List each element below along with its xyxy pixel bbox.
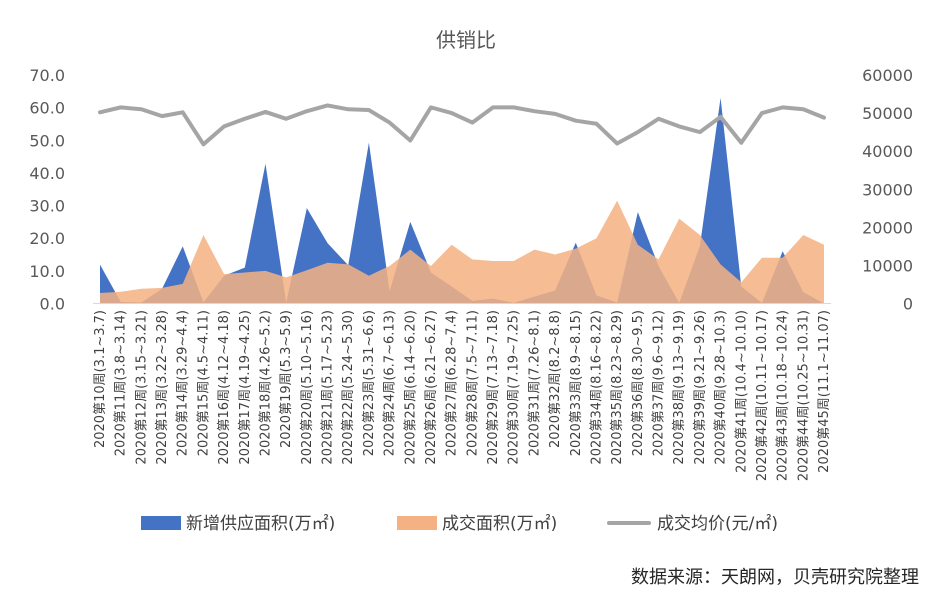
right-tick-label: 30000 xyxy=(862,180,913,199)
x-tick-label: 2020第36周(8.30~9.5) xyxy=(631,310,646,456)
legend-swatch-supply xyxy=(141,516,181,530)
left-tick-label: 10.0 xyxy=(29,262,65,281)
x-tick-label: 2020第26周(6.21~6.27) xyxy=(424,310,439,465)
right-tick-label: 50000 xyxy=(862,104,913,123)
x-tick-label: 2020第19周(5.3~5.9) xyxy=(279,310,294,448)
x-tick-label: 2020第40周(9.28~10.3) xyxy=(714,310,729,465)
x-tick-label: 2020第11周(3.8~3.14) xyxy=(114,310,129,456)
x-tick-label: 2020第23周(5.31~6.6) xyxy=(362,310,377,456)
x-tick-label: 2020第22周(5.24~5.30) xyxy=(341,310,356,465)
x-tick-label: 2020第43周(10.18~10.24) xyxy=(776,310,791,481)
x-tick-label: 2020第45周(11.1~11.07) xyxy=(817,310,832,473)
x-axis-ticks: 2020第10周(3.1~3.7) 2020第11周(3.8~3.14) 2020第… xyxy=(93,310,832,481)
x-tick-label: 2020第35周(8.23~8.29) xyxy=(610,310,625,465)
price-line xyxy=(98,103,826,147)
x-tick-label: 2020第32周(8.2~8.8) xyxy=(548,310,563,448)
x-tick-label: 2020第24周(6.7~6.13) xyxy=(383,310,398,456)
left-tick-label: 30.0 xyxy=(29,197,65,216)
legend-label-supply: 新增供应面积(万㎡) xyxy=(186,514,335,534)
sales-area xyxy=(100,200,824,304)
x-tick-label: 2020第29周(7.13~7.18) xyxy=(486,310,501,465)
x-tick-label: 2020第14周(3.29~4.4) xyxy=(176,310,191,456)
x-tick-label: 2020第25周(6.14~6.20) xyxy=(403,310,418,465)
left-axis-ticks: 0.0 10.0 20.0 30.0 40.0 50.0 60.0 70.0 xyxy=(29,66,65,314)
x-tick-label: 2020第16周(4.12~4.18) xyxy=(217,310,232,465)
legend-swatch-sales xyxy=(397,516,437,530)
x-tick-label: 2020第12周(3.15~3.21) xyxy=(134,310,149,465)
x-tick-label: 2020第17周(4.19~4.25) xyxy=(238,310,253,465)
x-tick-label: 2020第41周(10.4~10.10) xyxy=(734,310,749,473)
x-tick-label: 2020第10周(3.1~3.7) xyxy=(93,310,108,448)
left-tick-label: 20.0 xyxy=(29,229,65,248)
x-tick-label: 2020第39周(9.21~9.26) xyxy=(693,310,708,465)
legend-item-sales: 成交面积(万㎡) xyxy=(397,514,557,534)
x-tick-label: 2020第44周(10.25~10.31) xyxy=(796,310,811,481)
chart-title: 供销比 xyxy=(436,28,496,52)
x-tick-label: 2020第13周(3.22~3.28) xyxy=(155,310,170,465)
x-tick-label: 2020第30周(7.19~7.25) xyxy=(507,310,522,465)
right-tick-label: 10000 xyxy=(862,256,913,275)
right-tick-label: 60000 xyxy=(862,66,913,85)
legend-label-price: 成交均价(元/㎡) xyxy=(657,514,778,534)
x-tick-label: 2020第31周(7.26~8.1) xyxy=(527,310,542,456)
right-tick-label: 0 xyxy=(903,295,913,314)
right-tick-label: 20000 xyxy=(862,218,913,237)
x-tick-label: 2020第42周(10.11~10.17) xyxy=(755,310,770,481)
legend-item-supply: 新增供应面积(万㎡) xyxy=(141,514,335,534)
x-tick-label: 2020第21周(5.17~5.23) xyxy=(321,310,336,465)
left-tick-label: 0.0 xyxy=(40,295,65,314)
x-tick-label: 2020第18周(4.26~5.2) xyxy=(259,310,274,456)
right-tick-label: 40000 xyxy=(862,142,913,161)
legend-item-price: 成交均价(元/㎡) xyxy=(607,514,778,534)
legend: 新增供应面积(万㎡) 成交面积(万㎡) 成交均价(元/㎡) xyxy=(141,514,778,534)
left-tick-label: 70.0 xyxy=(29,66,65,85)
left-tick-label: 40.0 xyxy=(29,164,65,183)
x-tick-label: 2020第28周(7.5~7.11) xyxy=(465,310,480,456)
source-note: 数据来源：天朗网，贝壳研究院整理 xyxy=(631,567,919,588)
right-axis-ticks: 0 10000 20000 30000 40000 50000 60000 xyxy=(862,66,913,314)
legend-label-sales: 成交面积(万㎡) xyxy=(442,514,557,534)
x-tick-label: 2020第20周(5.10~5.16) xyxy=(300,310,315,465)
left-tick-label: 50.0 xyxy=(29,131,65,150)
plot-area xyxy=(98,97,826,304)
x-tick-label: 2020第27周(6.28~7.4) xyxy=(445,310,460,456)
x-tick-label: 2020第38周(9.13~9.19) xyxy=(672,310,687,465)
left-tick-label: 60.0 xyxy=(29,99,65,118)
x-tick-label: 2020第34周(8.16~8.22) xyxy=(590,310,605,465)
x-tick-label: 2020第33周(8.9~8.15) xyxy=(569,310,584,456)
x-tick-label: 2020第15周(4.5~4.11) xyxy=(196,310,211,456)
x-tick-label: 2020第37周(9.6~9.12) xyxy=(652,310,667,456)
